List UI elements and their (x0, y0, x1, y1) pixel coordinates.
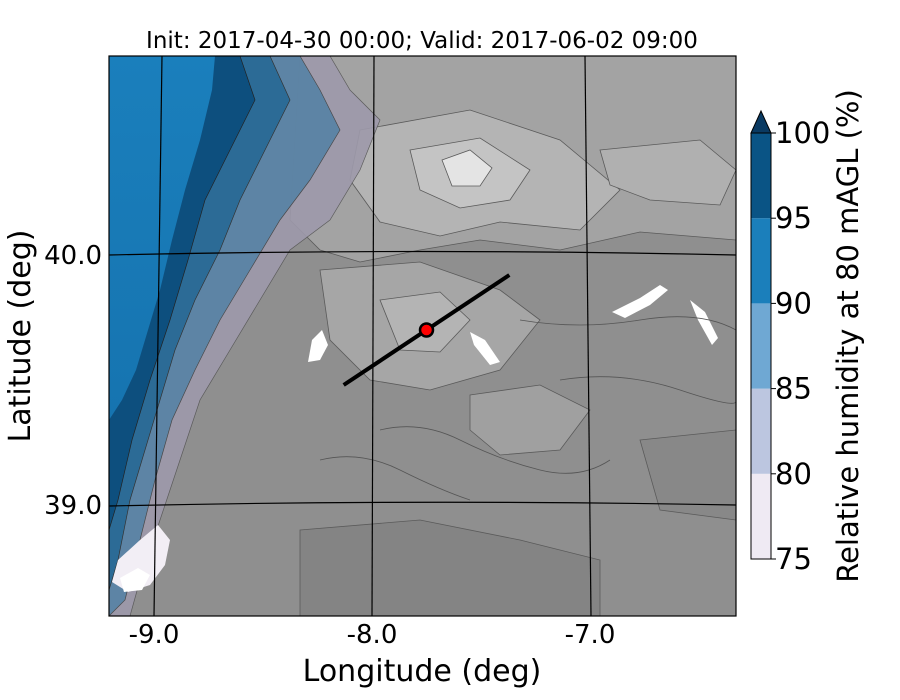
dry-patch (120, 568, 150, 592)
colorbar-tick-label: 85 (775, 372, 812, 406)
terrain-contour (519, 316, 736, 331)
x-tick-label: -9.0 (129, 620, 180, 650)
y-tick-label: 40.0 (44, 241, 102, 271)
x-tick-label: -7.0 (565, 620, 616, 650)
colorbar-frame (750, 132, 772, 560)
dry-streak (470, 332, 500, 365)
meridian-line (584, 56, 592, 616)
dry-streak (308, 330, 328, 362)
colorbar-extend-arrow (750, 109, 772, 134)
colorbar-label: Relative humidity at 80 mAGL (%) (831, 89, 865, 583)
location-marker (418, 322, 435, 338)
terrain-contour (319, 456, 471, 501)
terrain-dark-patch (639, 429, 736, 521)
map-frame (108, 55, 737, 617)
terrain-contour (559, 376, 736, 404)
colorbar-tick-label: 75 (775, 542, 812, 576)
colorbar-band (751, 388, 771, 474)
y-tick-label: 39.0 (44, 491, 102, 521)
terrain-light-patch (599, 139, 736, 206)
dry-streak (612, 285, 668, 318)
parallel-line (109, 250, 736, 256)
terrain-dark-patch (299, 519, 601, 616)
colorbar-band (751, 133, 771, 219)
colorbar-tick-label: 95 (775, 201, 812, 235)
meridian-line (153, 56, 163, 616)
meridian-line (371, 56, 375, 616)
terrain-light-patch (379, 291, 471, 353)
sea-area (109, 56, 215, 420)
dry-streak (690, 300, 718, 345)
colorbar-band (751, 303, 771, 389)
colorbar: 100 95 90 85 80 75 (750, 109, 830, 576)
y-tick-labels: 40.0 39.0 (44, 241, 102, 521)
colorbar-tick-label: 90 (775, 286, 812, 320)
terrain-light-patch (469, 384, 591, 456)
map-panel (109, 56, 736, 616)
colorbar-band (751, 473, 771, 559)
colorbar-tick-label: 80 (775, 457, 812, 491)
map-title: Init: 2017-04-30 00:00; Valid: 2017-06-0… (146, 28, 698, 54)
x-axis-label: Longitude (deg) (303, 654, 542, 689)
terrain-peak (441, 149, 493, 187)
graticule (109, 56, 736, 616)
colorbar-band (751, 218, 771, 304)
x-tick-label: -8.0 (347, 620, 398, 650)
terrain-contour (379, 426, 611, 474)
x-tick-labels: -9.0 -8.0 -7.0 (129, 620, 616, 650)
colorbar-tick-label: 100 (775, 116, 830, 150)
parallel-line (109, 501, 736, 507)
y-axis-label: Latitude (deg) (3, 230, 38, 443)
